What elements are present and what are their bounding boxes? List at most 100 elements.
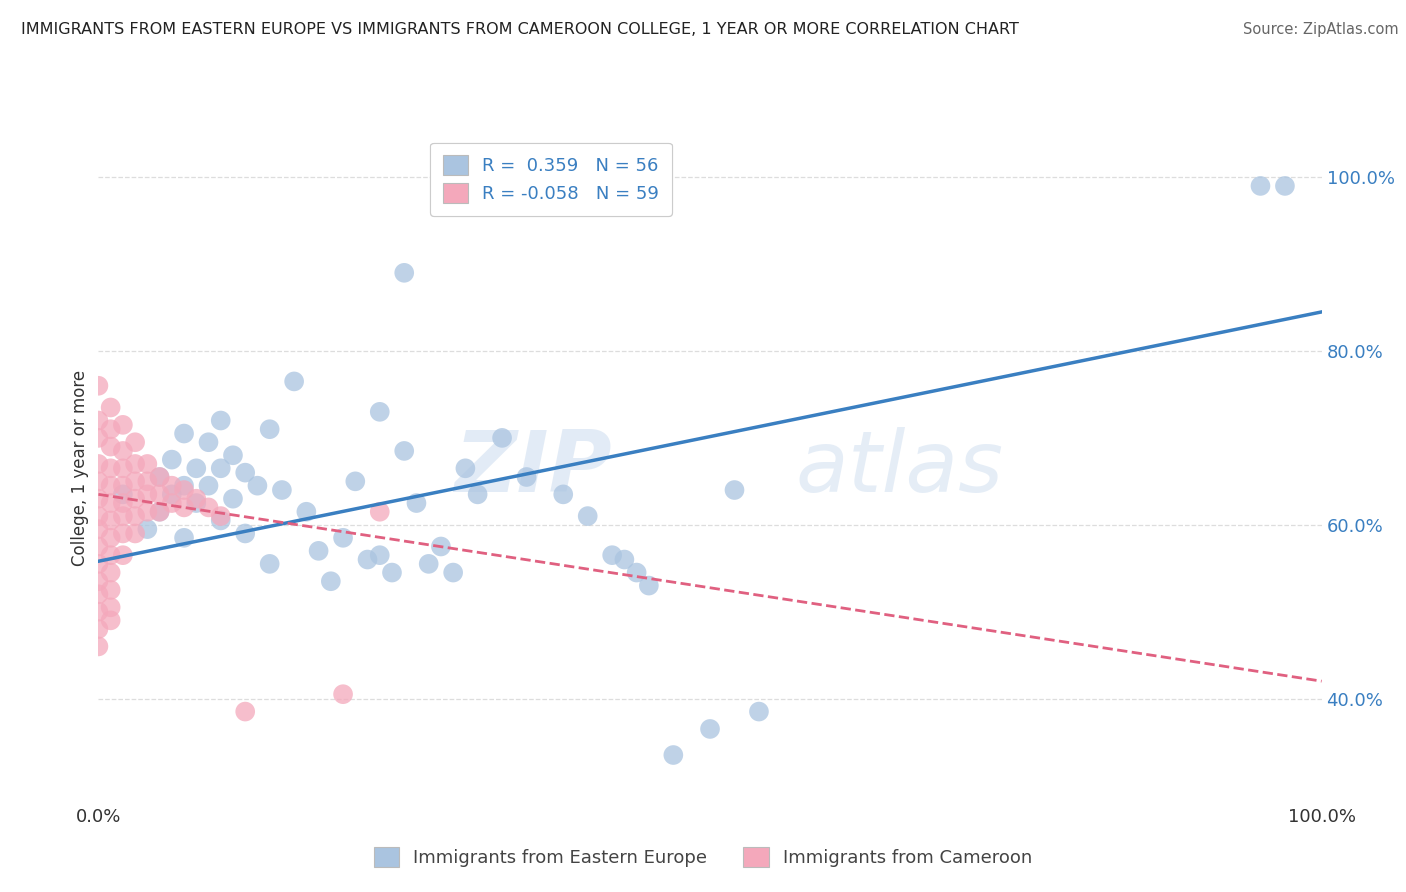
Point [111, 461, 134, 475]
Text: atlas: atlas [796, 426, 1004, 510]
Point [197, 500, 219, 515]
Point [111, 496, 134, 510]
Point [111, 509, 134, 524]
Point [491, 431, 513, 445]
Point [405, 496, 427, 510]
Point [124, 509, 146, 524]
Point [662, 747, 685, 762]
Point [136, 475, 159, 489]
Point [111, 487, 134, 501]
Point [160, 487, 183, 501]
Point [87, 475, 110, 489]
Point [467, 487, 489, 501]
Point [87, 574, 110, 589]
Point [100, 582, 122, 597]
Point [295, 505, 318, 519]
Point [233, 526, 256, 541]
Point [173, 426, 195, 441]
Point [100, 566, 122, 580]
Point [160, 452, 183, 467]
Point [392, 444, 416, 458]
Point [368, 405, 391, 419]
Point [124, 435, 146, 450]
Point [160, 496, 183, 510]
Point [87, 587, 110, 601]
Point [87, 431, 110, 445]
Point [441, 566, 464, 580]
Point [368, 548, 391, 562]
Point [392, 266, 416, 280]
Point [233, 466, 256, 480]
Point [748, 705, 770, 719]
Point [149, 470, 172, 484]
Point [186, 491, 208, 506]
Point [319, 574, 342, 589]
Point [186, 496, 208, 510]
Point [613, 552, 636, 566]
Point [87, 605, 110, 619]
Point [149, 505, 172, 519]
Point [381, 566, 404, 580]
Point [332, 687, 354, 701]
Point [283, 375, 305, 389]
Point [209, 461, 232, 475]
Point [209, 513, 232, 527]
Point [186, 461, 208, 475]
Point [100, 461, 122, 475]
Point [87, 522, 110, 536]
Point [209, 509, 232, 524]
Point [136, 487, 159, 501]
Point [344, 475, 367, 489]
Point [100, 548, 122, 562]
Text: IMMIGRANTS FROM EASTERN EUROPE VS IMMIGRANTS FROM CAMEROON COLLEGE, 1 YEAR OR MO: IMMIGRANTS FROM EASTERN EUROPE VS IMMIGR… [21, 22, 1019, 37]
Point [515, 470, 537, 484]
Point [600, 548, 623, 562]
Point [136, 522, 159, 536]
Point [111, 417, 134, 432]
Point [356, 552, 378, 566]
Point [160, 478, 183, 492]
Point [87, 540, 110, 554]
Point [87, 622, 110, 636]
Point [430, 540, 453, 554]
Y-axis label: College, 1 year or more: College, 1 year or more [70, 370, 89, 566]
Point [149, 505, 172, 519]
Point [136, 505, 159, 519]
Point [197, 478, 219, 492]
Point [222, 491, 245, 506]
Point [233, 705, 256, 719]
Point [124, 475, 146, 489]
Point [100, 513, 122, 527]
Point [332, 531, 354, 545]
Point [246, 478, 269, 492]
Point [173, 478, 195, 492]
Point [111, 478, 134, 492]
Point [87, 378, 110, 392]
Point [100, 478, 122, 492]
Point [638, 578, 661, 592]
Point [100, 496, 122, 510]
Point [553, 487, 575, 501]
Point [87, 457, 110, 471]
Point [222, 448, 245, 462]
Point [454, 461, 477, 475]
Point [723, 483, 745, 497]
Point [111, 526, 134, 541]
Point [259, 557, 281, 571]
Point [87, 491, 110, 506]
Point [100, 422, 122, 436]
Point [87, 413, 110, 427]
Point [699, 722, 721, 736]
Point [418, 557, 440, 571]
Point [124, 491, 146, 506]
Point [1274, 178, 1296, 193]
Point [259, 422, 281, 436]
Point [100, 401, 122, 415]
Point [87, 509, 110, 524]
Point [308, 544, 330, 558]
Point [124, 526, 146, 541]
Point [111, 548, 134, 562]
Point [100, 440, 122, 454]
Point [368, 505, 391, 519]
Point [87, 557, 110, 571]
